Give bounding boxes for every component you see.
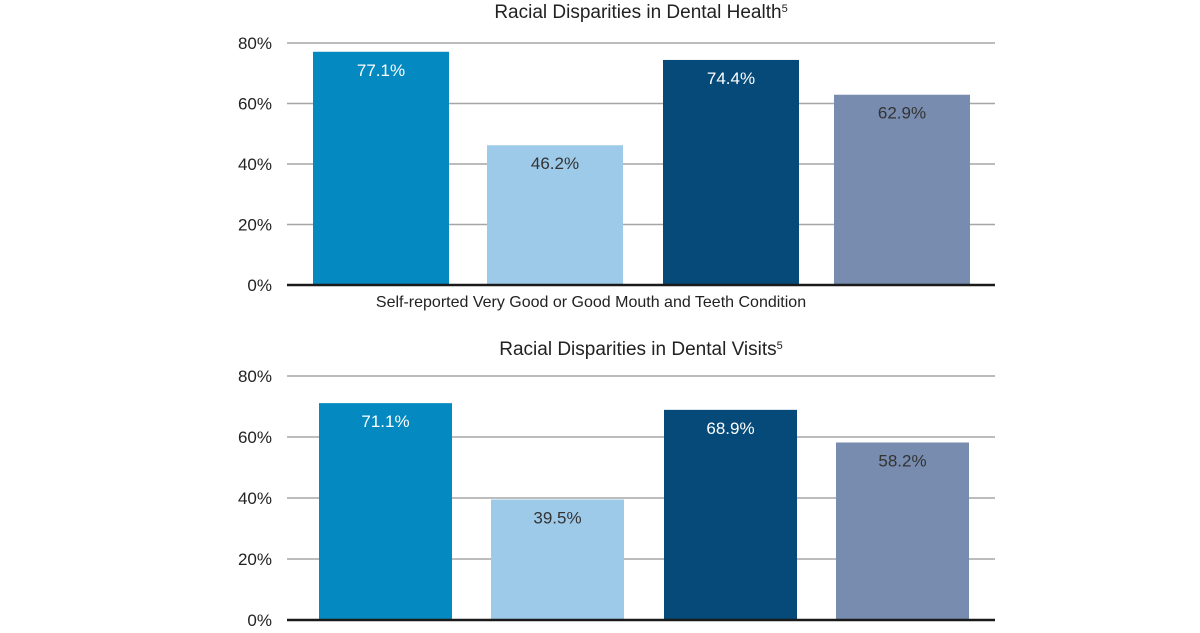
bar-value-label: 62.9%	[878, 104, 926, 123]
x-axis-label: Self-reported Very Good or Good Mouth an…	[376, 294, 806, 311]
y-tick-label: 80%	[238, 367, 272, 386]
bar	[664, 409, 797, 620]
bar-value-label: 74.4%	[707, 69, 755, 88]
bar-value-label: 39.5%	[533, 509, 581, 528]
y-tick-label: 60%	[238, 428, 272, 447]
y-tick-label: 60%	[238, 95, 272, 114]
bar	[663, 59, 799, 285]
bar	[313, 51, 449, 286]
bar	[836, 442, 969, 620]
y-tick-label: 0%	[247, 276, 272, 295]
bar-value-label: 46.2%	[531, 154, 579, 173]
y-tick-label: 80%	[238, 34, 272, 53]
bar	[834, 94, 970, 285]
y-tick-label: 20%	[238, 550, 272, 569]
title-superscript: 5	[777, 340, 783, 352]
bar-value-label: 77.1%	[357, 61, 405, 80]
y-tick-label: 0%	[247, 611, 272, 628]
chart-title: Racial Disparities in Dental Visits5	[499, 339, 783, 360]
bar-value-label: 68.9%	[706, 419, 754, 438]
bar	[319, 403, 452, 620]
y-tick-label: 40%	[238, 489, 272, 508]
bar-value-label: 71.1%	[361, 412, 409, 431]
y-tick-label: 20%	[238, 216, 272, 235]
bar-value-label: 58.2%	[878, 451, 926, 470]
chart-title: Racial Disparities in Dental Health5	[494, 2, 787, 23]
bar	[487, 145, 623, 285]
title-superscript: 5	[782, 3, 788, 15]
bar	[491, 499, 624, 620]
y-tick-label: 40%	[238, 155, 272, 174]
